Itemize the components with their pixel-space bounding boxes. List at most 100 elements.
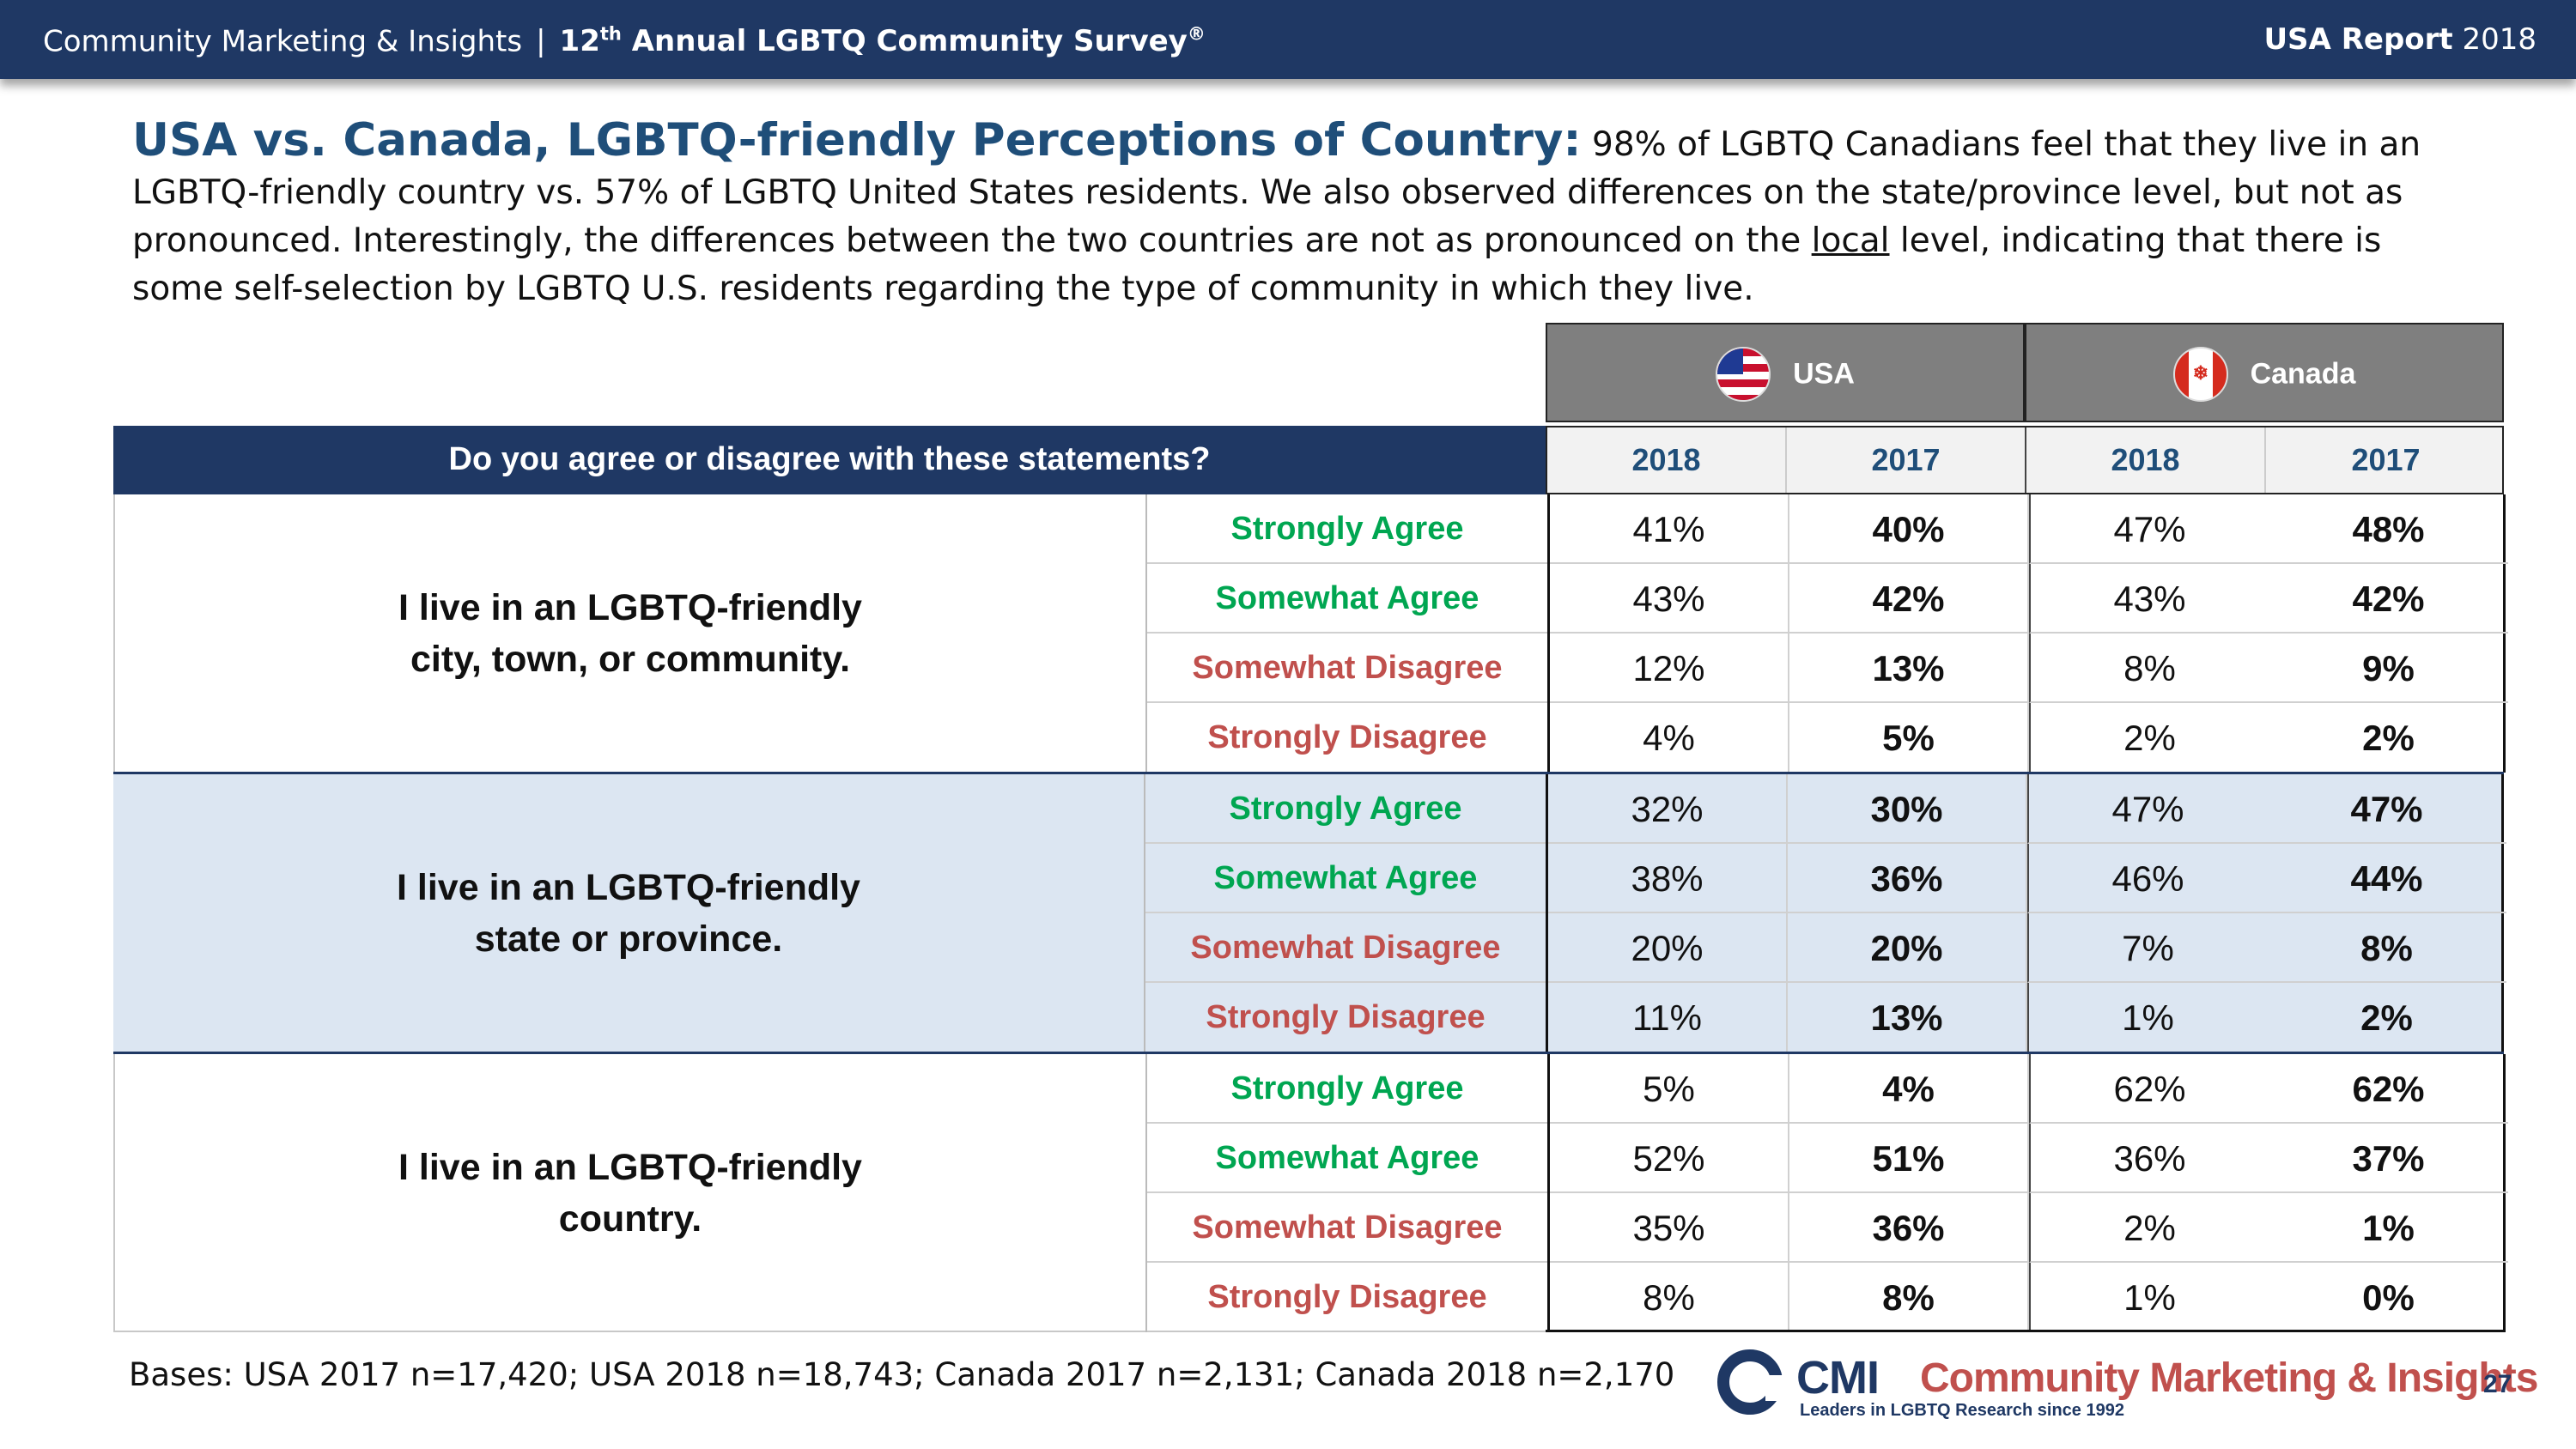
- response-somewhat-agree: Somewhat Agree: [1147, 564, 1547, 634]
- value-cell: 37%: [2269, 1124, 2508, 1193]
- statement-line-2: country.: [558, 1198, 702, 1240]
- response-somewhat-disagree: Somewhat Disagree: [1147, 1193, 1547, 1263]
- value-cell: 62%: [2269, 1054, 2508, 1124]
- value-cell: 32%: [1548, 774, 1788, 844]
- response-labels: Strongly Agree Somewhat Agree Somewhat D…: [1144, 774, 1546, 1052]
- value-cell: 5%: [1789, 703, 2029, 773]
- intro-paragraph: USA vs. Canada, LGBTQ-friendly Perceptio…: [132, 117, 2468, 313]
- statement-label: I live in an LGBTQ-friendly city, town, o…: [115, 494, 1145, 773]
- value-cell: 2%: [2360, 997, 2413, 1038]
- statement-block-state: I live in an LGBTQ-friendly state or prov…: [113, 774, 2506, 1052]
- value-cell: 7%: [2027, 913, 2267, 983]
- value-cell: 40%: [1789, 494, 2029, 564]
- table-bottom-border: [1546, 1330, 2504, 1332]
- value-cell: 43%: [1550, 564, 1789, 634]
- top-bar: Community Marketing & Insights | 12th Annu…: [0, 0, 2576, 79]
- logo-name: Community Marketing & Insights: [1920, 1355, 2538, 1401]
- survey-number: 12: [559, 24, 600, 59]
- value-cell: 2%: [2029, 703, 2269, 773]
- value-cell: 46%: [2027, 844, 2267, 913]
- report-label-text: USA Report: [2263, 22, 2453, 57]
- survey-title: 12th Annual LGBTQ Community Survey®: [560, 24, 1206, 58]
- values-grid: 32% 30% 47% 47% 38% 36% 46% 44% 20% 20% …: [1546, 774, 2506, 1052]
- values-grid: 41% 40% 47% 48% 43% 42% 43% 42% 12% 13% …: [1547, 494, 2508, 773]
- value-cell: 41%: [1550, 494, 1789, 564]
- value-cell: 11%: [1548, 983, 1788, 1052]
- intro-text-2: level, indicating that there is some sel…: [132, 221, 2382, 308]
- value-cell: 43%: [2029, 564, 2269, 634]
- logo-tagline: Leaders in LGBTQ Research since 1992: [1800, 1401, 2124, 1420]
- value-cell: 36%: [2029, 1124, 2269, 1193]
- statement-block-community: I live in an LGBTQ-friendly city, town, o…: [113, 494, 2508, 773]
- response-somewhat-agree: Somewhat Agree: [1147, 1124, 1547, 1193]
- value-cell: 36%: [1788, 844, 2027, 913]
- statement-line-1: I live in an LGBTQ-friendly: [398, 587, 862, 628]
- response-strongly-agree: Strongly Agree: [1145, 774, 1546, 844]
- country-name-canada: Canada: [2250, 357, 2356, 391]
- header-separator: |: [536, 24, 546, 59]
- response-somewhat-agree: Somewhat Agree: [1145, 844, 1546, 913]
- value-cell: 42%: [2269, 564, 2508, 634]
- value-cell: 47%: [2029, 494, 2269, 564]
- value-cell: 36%: [1789, 1193, 2029, 1263]
- statement-block-country: I live in an LGBTQ-friendly country. Stro…: [113, 1054, 2508, 1332]
- registered-mark: ®: [1187, 24, 1206, 45]
- statement-label: I live in an LGBTQ-friendly country.: [115, 1054, 1145, 1332]
- value-cell: 1%: [2029, 1263, 2269, 1332]
- value-cell: 12%: [1550, 634, 1789, 703]
- company-name: Community Marketing & Insights: [43, 24, 523, 59]
- response-strongly-agree: Strongly Agree: [1147, 1054, 1547, 1124]
- value-cell: 9%: [2269, 634, 2508, 703]
- value-cell: 52%: [1550, 1124, 1789, 1193]
- value-cell: 47%: [2027, 774, 2267, 844]
- value-cell: 13%: [1789, 634, 2029, 703]
- value-cell: 62%: [2029, 1054, 2269, 1124]
- intro-underlined-word: local: [1811, 221, 1890, 260]
- value-cell: 4%: [1789, 1054, 2029, 1124]
- value-cell: 20%: [1788, 913, 2027, 983]
- logo-ring-icon: [1717, 1349, 1784, 1415]
- logo-short: CMI: [1796, 1352, 1880, 1404]
- report-year: 2018: [2462, 22, 2537, 57]
- value-cell: 8%: [1550, 1263, 1789, 1332]
- value-cell: 48%: [2269, 494, 2508, 564]
- statement-line-2: state or province.: [474, 919, 783, 960]
- block-divider: [113, 1052, 2504, 1054]
- value-cell: 5%: [1550, 1054, 1789, 1124]
- survey-title-text: Annual LGBTQ Community Survey: [631, 24, 1188, 59]
- value-cell: 13%: [1788, 983, 2027, 1052]
- response-somewhat-disagree: Somewhat Disagree: [1147, 634, 1547, 703]
- year-usa-2018: 2018: [1547, 427, 1787, 493]
- value-cell: 2%: [2362, 718, 2415, 758]
- page-number: 27: [2483, 1370, 2512, 1398]
- response-strongly-disagree: Strongly Disagree: [1206, 999, 1485, 1035]
- country-header-usa: USA: [1546, 323, 2025, 422]
- value-cell: 42%: [1789, 564, 2029, 634]
- value-cell: 2%: [2029, 1193, 2269, 1263]
- country-header-canada: ❄ Canada: [2025, 323, 2504, 422]
- value-cell: 44%: [2267, 844, 2506, 913]
- question-text: Do you agree or disagree with these stat…: [448, 441, 1211, 477]
- year-header-row: 2018 2017 2018 2017: [1546, 426, 2504, 494]
- value-cell: 8%: [2267, 913, 2506, 983]
- statement-line-1: I live in an LGBTQ-friendly: [398, 1147, 862, 1188]
- value-cell: 1%: [2269, 1193, 2508, 1263]
- us-flag-icon: [1716, 347, 1771, 402]
- canada-flag-icon: ❄: [2172, 347, 2228, 402]
- value-cell: 0%: [2362, 1277, 2415, 1318]
- intro-text-1: 98% of LGBTQ Canadians feel that they li…: [132, 125, 2421, 260]
- statement-label: I live in an LGBTQ-friendly state or prov…: [113, 774, 1144, 1052]
- response-labels: Strongly Agree Somewhat Agree Somewhat D…: [1145, 1054, 1547, 1332]
- response-somewhat-disagree: Somewhat Disagree: [1145, 913, 1546, 983]
- block-divider: [113, 772, 2504, 774]
- headline: USA vs. Canada, LGBTQ-friendly Perceptio…: [132, 114, 1582, 167]
- cmi-logo: CMI Community Marketing & Insights Leade…: [1717, 1349, 2538, 1420]
- value-cell: 38%: [1548, 844, 1788, 913]
- response-strongly-agree: Strongly Agree: [1147, 494, 1547, 564]
- value-cell: 35%: [1550, 1193, 1789, 1263]
- year-usa-2017: 2017: [1787, 427, 2026, 493]
- value-cell: 4%: [1550, 703, 1789, 773]
- values-grid: 5% 4% 62% 62% 52% 51% 36% 37% 35% 36% 2%…: [1547, 1054, 2508, 1332]
- value-cell: 8%: [2029, 634, 2269, 703]
- response-strongly-disagree: Strongly Disagree: [1207, 1279, 1487, 1315]
